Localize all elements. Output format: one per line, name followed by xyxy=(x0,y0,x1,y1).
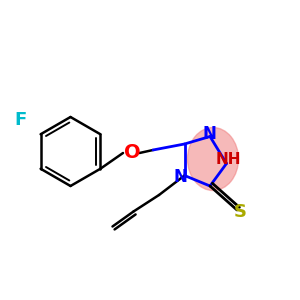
Text: O: O xyxy=(124,143,140,163)
Text: N: N xyxy=(173,168,187,186)
Text: F: F xyxy=(14,111,26,129)
Text: NH: NH xyxy=(216,152,241,167)
Text: N: N xyxy=(202,125,216,143)
Text: S: S xyxy=(233,203,247,221)
Ellipse shape xyxy=(188,128,238,190)
